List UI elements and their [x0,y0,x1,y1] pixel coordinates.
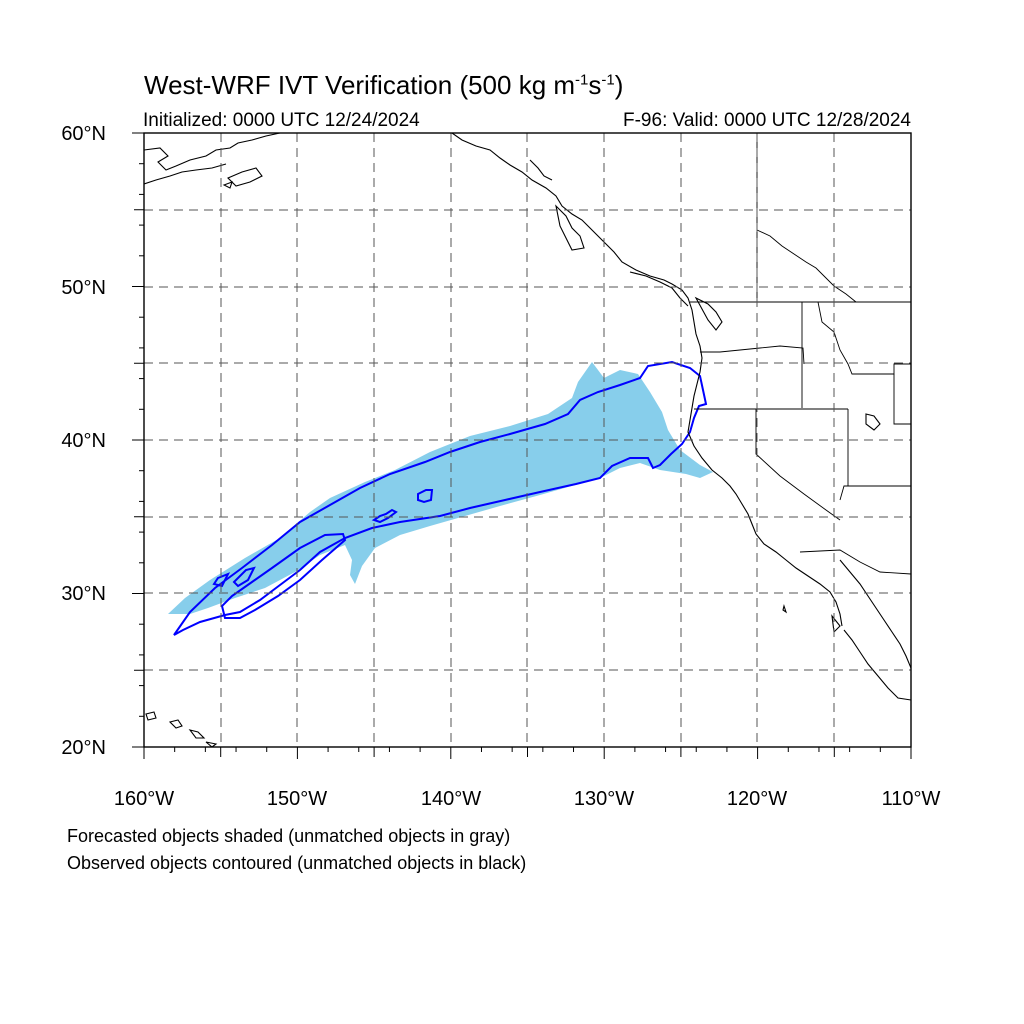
lon-label-150w: 150°W [266,788,328,810]
observed-contour-small-2 [232,566,256,588]
observed-contour-main [173,360,708,636]
grid-lines [144,133,911,747]
observed-contour-small-3 [417,489,434,504]
observed-objects [173,360,708,636]
note-observed: Observed objects contoured (unmatched ob… [67,853,527,873]
lon-label-140w: 140°W [420,788,482,810]
init-time-label: Initialized: 0000 UTC 12/24/2024 [143,110,420,131]
political-boundaries [690,133,911,575]
note-forecast: Forecasted objects shaded (unmatched obj… [67,826,511,846]
axis-ticks [132,132,912,759]
forecast-objects [168,362,713,614]
observed-contour-small-1 [212,572,231,588]
coastlines [144,133,911,747]
lat-label-50n: 50°N [61,277,106,299]
lon-label-160w: 160°W [113,788,175,810]
lon-label-110w: 110°W [881,788,941,810]
lon-label-130w: 130°W [573,788,635,810]
lat-label-30n: 30°N [61,583,106,605]
forecast-object-main [168,362,713,614]
observed-contour-small-4 [371,508,398,524]
observed-contour-inner [220,532,347,619]
lat-label-40n: 40°N [61,430,106,452]
lat-label-20n: 20°N [61,737,106,759]
lon-label-120w: 120°W [726,788,788,810]
plot-title: West-WRF IVT Verification (500 kg m-1s-1… [144,70,624,100]
lat-label-60n: 60°N [61,123,106,145]
valid-time-label: F-96: Valid: 0000 UTC 12/28/2024 [623,110,911,131]
